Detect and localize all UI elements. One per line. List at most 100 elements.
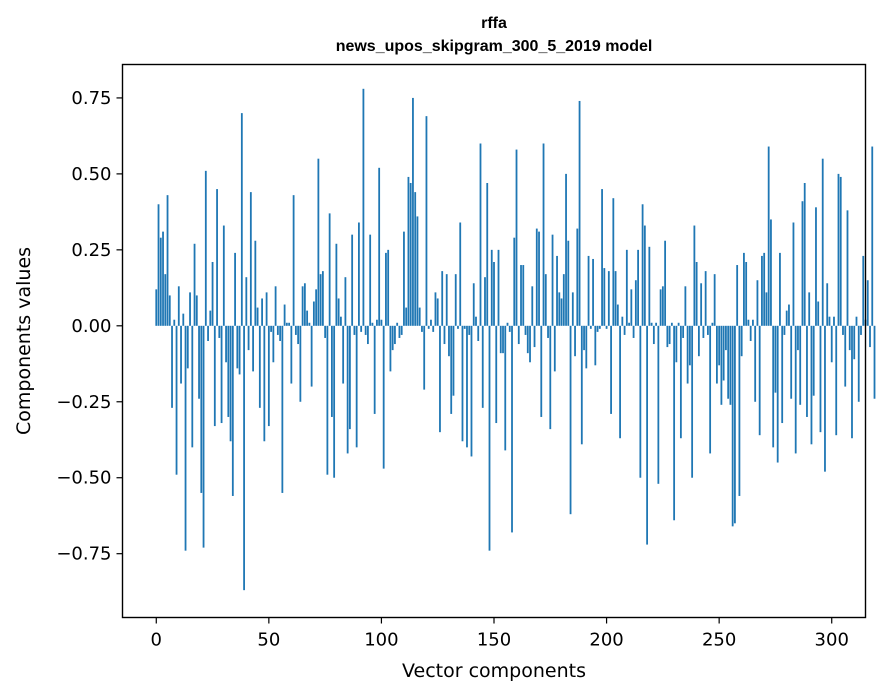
- bar: [207, 325, 209, 341]
- bar: [713, 274, 716, 326]
- bar: [639, 325, 642, 478]
- x-tick-label: 50: [257, 630, 280, 651]
- bar: [718, 325, 721, 366]
- bar: [186, 325, 189, 369]
- bar: [797, 325, 799, 351]
- bar: [315, 289, 318, 326]
- y-tick-label: −0.25: [56, 392, 111, 413]
- bar: [675, 325, 678, 363]
- bar: [254, 240, 257, 326]
- bar: [632, 325, 635, 338]
- bar: [614, 271, 617, 326]
- bar: [873, 325, 876, 399]
- bar: [526, 325, 529, 354]
- bar: [497, 249, 500, 326]
- bar: [511, 325, 513, 533]
- bar: [461, 325, 464, 442]
- bar: [301, 286, 304, 326]
- bar: [844, 325, 847, 387]
- bar: [562, 274, 565, 326]
- bar: [866, 280, 869, 326]
- y-tick-label: 0.00: [71, 316, 111, 337]
- bar: [443, 325, 446, 345]
- bar: [801, 201, 804, 326]
- bar: [252, 325, 254, 372]
- bar: [569, 325, 572, 515]
- bar: [641, 204, 644, 326]
- bar: [842, 325, 844, 335]
- bar: [292, 195, 295, 326]
- bar: [702, 325, 705, 338]
- bar: [272, 325, 275, 363]
- bar: [209, 310, 212, 326]
- y-tick-label: −0.50: [56, 468, 111, 489]
- bar: [560, 298, 563, 326]
- bar: [770, 219, 772, 326]
- bar: [833, 316, 835, 326]
- bar: [164, 274, 167, 326]
- bar: [788, 304, 790, 326]
- bar: [790, 325, 793, 399]
- y-tick-label: 0.25: [71, 240, 111, 261]
- bar: [281, 325, 284, 493]
- bar: [533, 325, 536, 348]
- bar: [738, 325, 741, 496]
- bar: [389, 325, 392, 372]
- x-axis-label: Vector components: [402, 660, 586, 682]
- bar: [583, 325, 585, 351]
- bar: [303, 283, 306, 326]
- bar: [648, 246, 651, 326]
- bar: [853, 325, 856, 360]
- bar: [177, 286, 180, 326]
- bar: [200, 325, 203, 493]
- bar: [261, 298, 263, 326]
- bar: [716, 325, 718, 384]
- bar: [553, 325, 556, 372]
- bar: [828, 316, 831, 326]
- bar: [571, 292, 574, 326]
- bar: [513, 237, 516, 326]
- bar: [623, 325, 626, 335]
- bar: [211, 262, 214, 326]
- bar: [441, 271, 444, 326]
- bar: [754, 325, 757, 402]
- bar: [846, 210, 849, 326]
- bar: [851, 325, 853, 439]
- bar: [245, 277, 248, 326]
- bar: [436, 298, 439, 326]
- bar: [652, 325, 655, 345]
- bar: [477, 325, 480, 341]
- bar: [247, 325, 250, 351]
- bar: [549, 325, 552, 430]
- bar: [382, 325, 385, 469]
- bar: [360, 325, 363, 332]
- bar: [189, 292, 191, 326]
- bar: [686, 325, 689, 384]
- bar: [727, 325, 730, 399]
- bar: [695, 262, 698, 326]
- bar: [819, 325, 822, 433]
- bar: [407, 176, 410, 326]
- bar: [668, 325, 671, 345]
- bar: [587, 255, 590, 326]
- bar: [799, 325, 802, 405]
- bar: [848, 325, 851, 351]
- bar: [229, 325, 232, 442]
- bar: [720, 325, 723, 405]
- bar: [263, 325, 266, 442]
- bar: [193, 243, 196, 326]
- bar: [643, 225, 646, 326]
- y-tick-label: 0.75: [71, 88, 111, 109]
- x-tick-label: 150: [477, 630, 511, 651]
- bar: [596, 325, 599, 332]
- bar: [423, 325, 426, 390]
- bar: [616, 304, 619, 326]
- bar: [592, 258, 594, 326]
- bar: [655, 322, 658, 326]
- bar: [756, 280, 759, 326]
- bar: [745, 262, 748, 326]
- bar: [182, 313, 185, 326]
- bar: [364, 325, 367, 335]
- bar: [342, 325, 345, 384]
- bar: [238, 325, 241, 375]
